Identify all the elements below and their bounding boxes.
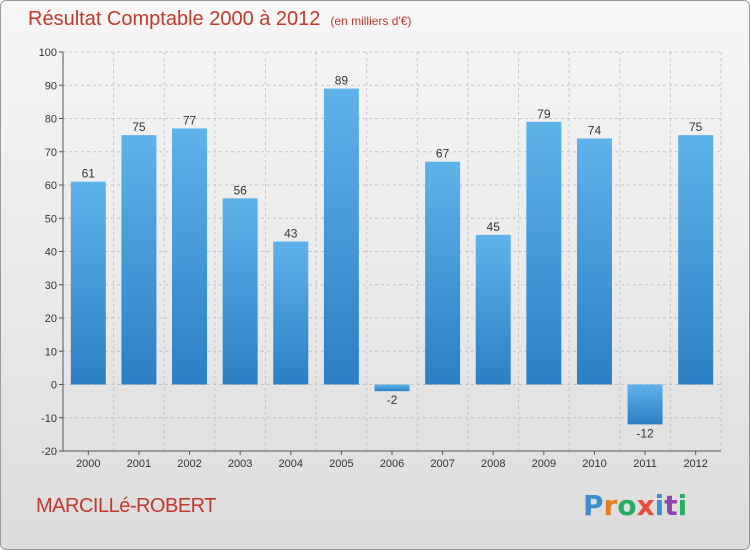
data-label: -2	[387, 393, 398, 407]
x-tick-label: 2008	[481, 458, 505, 470]
y-tick-label: 0	[51, 380, 57, 392]
x-tick-label: 2009	[532, 458, 556, 470]
logo-letter: P	[583, 489, 604, 522]
data-label: 89	[335, 74, 349, 88]
x-tick-label: 2001	[127, 458, 151, 470]
bar	[475, 234, 511, 385]
y-tick-label: -10	[41, 413, 57, 425]
y-tick-label: -20	[41, 446, 57, 458]
bar	[70, 181, 106, 385]
logo-letter: i	[654, 489, 665, 522]
y-tick-label: 60	[45, 180, 57, 192]
data-label: 74	[588, 123, 602, 137]
x-tick-label: 2006	[380, 458, 404, 470]
bars	[70, 88, 714, 425]
bar	[323, 88, 359, 385]
data-label: 56	[233, 183, 247, 197]
logo-letter: t	[664, 489, 678, 522]
x-tick-label: 2010	[582, 458, 606, 470]
y-tick-labels: -20 -10 0 10 20 30 40 50 60 70 80 90 100	[39, 47, 57, 458]
y-tick-label: 50	[45, 213, 57, 225]
bar	[576, 138, 612, 385]
title-unit: (en milliers d'€)	[330, 14, 412, 28]
commune-name: MARCILLé-ROBERT	[36, 495, 216, 517]
x-tick-label: 2003	[228, 458, 252, 470]
bar	[678, 135, 714, 385]
bar	[222, 198, 258, 385]
logo-letter: o	[617, 489, 637, 522]
logo-letter: i	[677, 489, 688, 522]
y-tick-label: 10	[45, 346, 57, 358]
bar	[526, 121, 562, 385]
logo-letter: x	[636, 489, 655, 522]
bar	[627, 384, 663, 425]
y-tick-label: 80	[45, 114, 57, 126]
data-label: 43	[284, 227, 298, 241]
bar	[121, 135, 157, 385]
x-tick-label: 2011	[633, 458, 657, 470]
bar	[273, 241, 309, 385]
x-tick-label: 2000	[76, 458, 100, 470]
y-tick-label: 70	[45, 147, 57, 159]
data-label: 75	[689, 120, 703, 134]
data-label: -12	[636, 426, 654, 440]
bar	[374, 384, 410, 392]
y-tick-label: 100	[39, 47, 57, 59]
bar	[425, 161, 461, 385]
data-label: 77	[183, 113, 197, 127]
proxiti-logo: Proxiti	[583, 489, 687, 522]
bar	[172, 128, 208, 385]
y-tick-label: 30	[45, 280, 57, 292]
x-tick-labels: 2000 2001 2002 2003 2004 2005 2006 2007 2008 2009…	[76, 458, 708, 470]
x-tick-label: 2012	[683, 458, 707, 470]
y-tick-label: 90	[45, 80, 57, 92]
logo-letter: r	[603, 489, 618, 522]
title-main: Résultat Comptable 2000 à 2012	[28, 8, 321, 30]
data-label: 45	[487, 220, 501, 234]
data-label: 67	[436, 147, 450, 161]
x-tick-label: 2002	[177, 458, 201, 470]
axes	[59, 51, 721, 455]
x-tick-label: 2004	[279, 458, 303, 470]
data-label: 61	[82, 167, 96, 181]
x-tick-label: 2005	[329, 458, 353, 470]
data-label: 75	[132, 120, 146, 134]
chart-title: Résultat Comptable 2000 à 2012 (en millie…	[28, 8, 411, 31]
data-label: 79	[537, 107, 551, 121]
x-tick-label: 2007	[430, 458, 454, 470]
value-labels: 61 75 77 56 43 89 -2 67 45 79 74 -12 75	[82, 74, 703, 441]
y-tick-label: 20	[45, 313, 57, 325]
y-tick-label: 40	[45, 247, 57, 259]
